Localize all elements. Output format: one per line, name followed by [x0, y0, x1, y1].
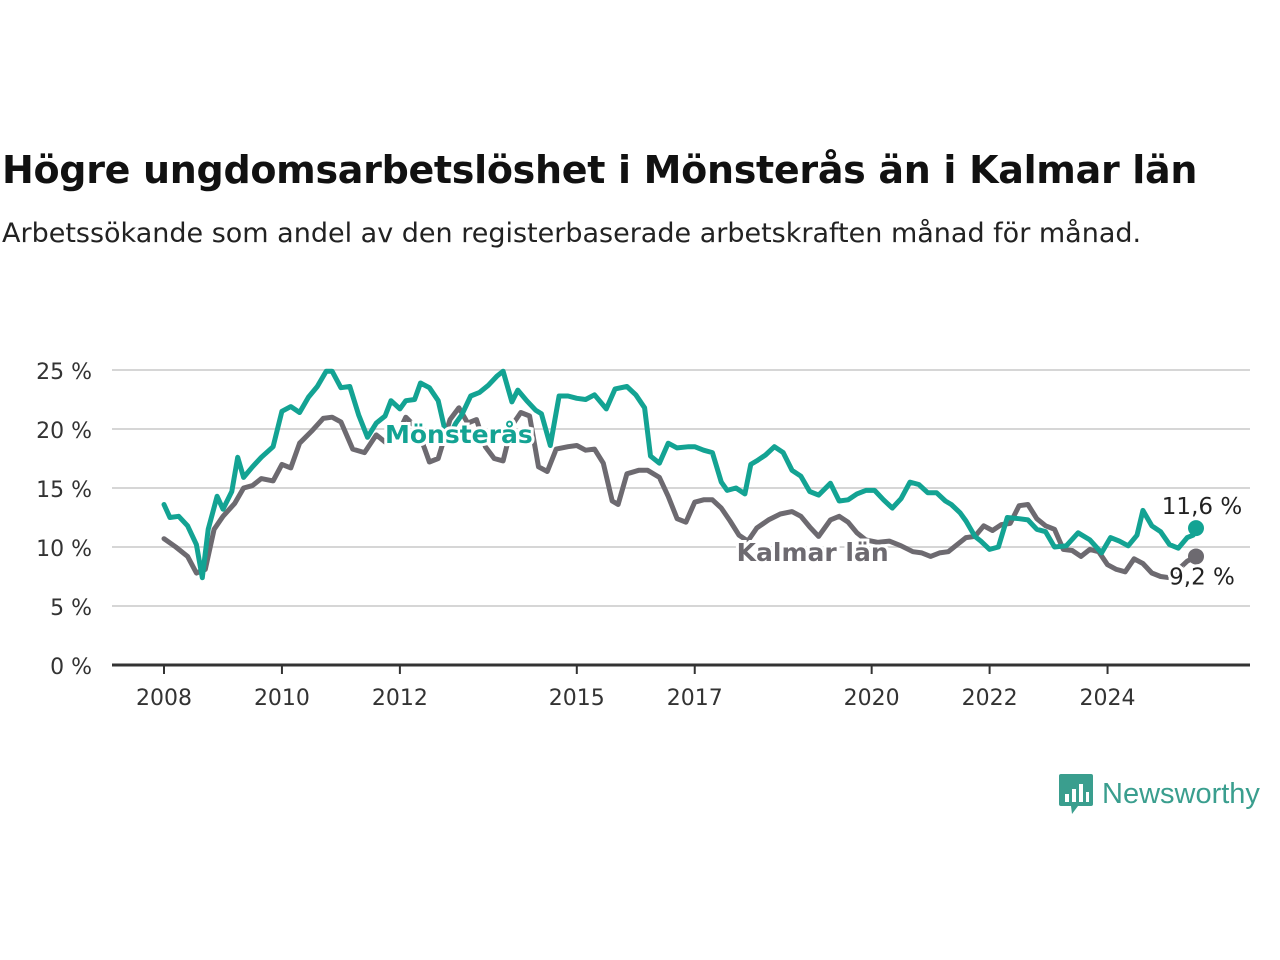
y-axis-ticks: 0 % 5 % 10 % 15 % 20 % 25 % [36, 360, 92, 680]
y-tick-label: 20 % [36, 419, 92, 444]
y-tick-label: 5 % [50, 596, 92, 621]
x-axis: 2008 2010 2012 2015 2017 2020 2022 2024 [112, 663, 1250, 711]
series-name-label: Kalmar län [737, 538, 889, 567]
x-tick-label: 2017 [667, 686, 723, 711]
end-label-kalmar-l-n: 9,2 % [1169, 564, 1235, 590]
end-point-m-nster-s [1188, 520, 1204, 537]
brand-name: Newsworthy [1102, 777, 1260, 810]
series-name-label: Mönsterås [385, 420, 533, 449]
x-tick-label: 2015 [549, 686, 605, 711]
newsworthy-logo-icon [1059, 774, 1093, 814]
y-tick-label: 15 % [36, 478, 92, 503]
y-tick-label: 10 % [36, 537, 92, 562]
chart-subtitle: Arbetssökande som andel av den registerb… [2, 218, 1142, 249]
x-tick-label: 2024 [1080, 686, 1136, 711]
y-tick-label: 25 % [36, 360, 92, 385]
y-tick-label: 0 % [50, 655, 92, 680]
newsworthy-logo: Newsworthy [1058, 772, 1260, 816]
end-label-m-nster-s: 11,6 % [1162, 494, 1242, 520]
end-point-kalmar-l-n [1188, 548, 1204, 565]
series-lines [161, 368, 1204, 581]
chart-title: Högre ungdomsarbetslöshet i Mönsterås än… [2, 148, 1198, 192]
x-tick-label: 2010 [254, 686, 310, 711]
x-tick-label: 2008 [136, 686, 192, 711]
x-tick-label: 2012 [372, 686, 428, 711]
line-chart: 0 %5 %10 %15 %20 %25 % 2008 2010 2012 2015 2… [36, 360, 1250, 711]
x-tick-label: 2022 [962, 686, 1018, 711]
series-labels: 9,2 % 11,6 % Mönsterås Kalmar län [382, 417, 1245, 594]
gridlines [112, 369, 1250, 607]
series-line-m-nster-s [161, 368, 1199, 581]
series-line-kalmar-l-n [161, 405, 1199, 581]
x-tick-label: 2020 [844, 686, 900, 711]
